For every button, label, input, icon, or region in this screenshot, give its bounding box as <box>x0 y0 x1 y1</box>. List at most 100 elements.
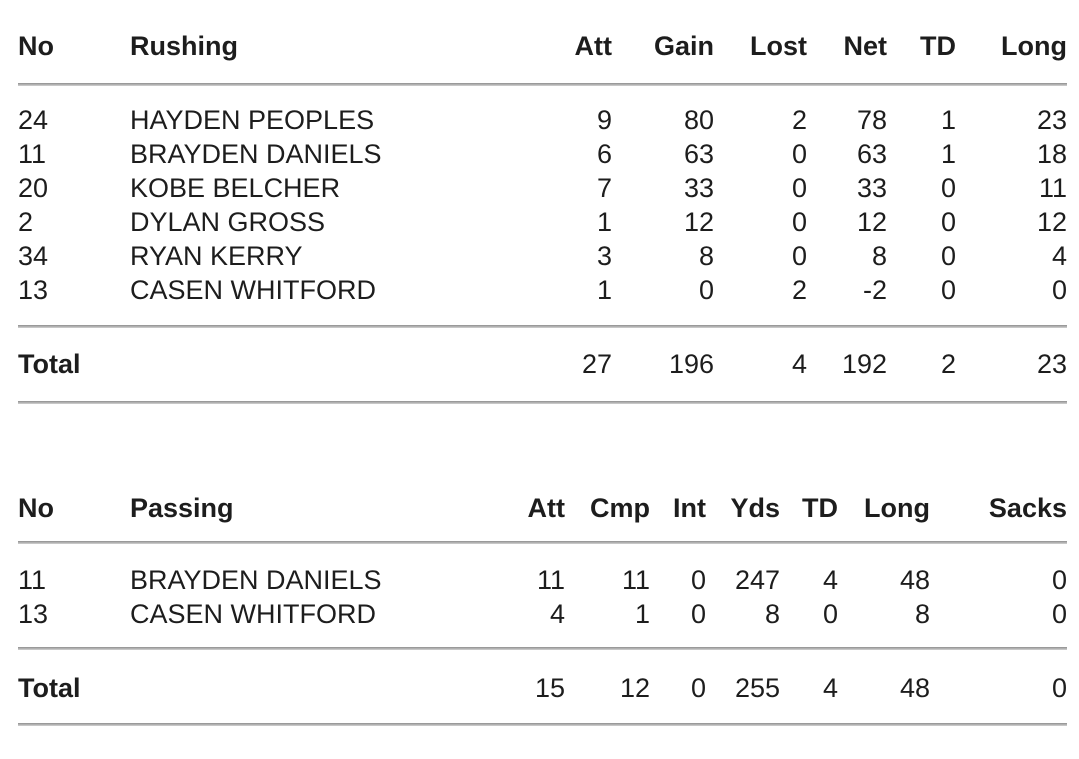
column-header-td: TD <box>920 31 956 61</box>
stat-td: 0 <box>940 173 956 203</box>
stat-net: -2 <box>862 275 887 305</box>
rushing-header-row: No Rushing Att Gain Lost Net TD Long <box>18 29 1067 63</box>
column-header-att: Att <box>574 31 612 61</box>
column-header-cmp: Cmp <box>590 493 650 523</box>
column-header-passing: Passing <box>130 493 234 523</box>
stat-long: 0 <box>1051 275 1067 305</box>
table-row: 13 CASEN WHITFORD 4 1 0 8 0 8 0 <box>18 597 1067 631</box>
stat-td: 1 <box>940 105 956 135</box>
stat-int: 0 <box>690 599 706 629</box>
stat-att: 7 <box>596 173 612 203</box>
player-number: 24 <box>18 105 49 135</box>
rushing-table-body: 24 HAYDEN PEOPLES 9 80 2 78 1 23 11 BRAY… <box>18 103 1067 307</box>
stat-cmp: 11 <box>621 565 650 595</box>
player-number: 20 <box>18 173 49 203</box>
column-header-no: No <box>18 493 54 523</box>
divider <box>18 83 1067 86</box>
total-lost: 4 <box>791 349 807 379</box>
stat-att: 1 <box>596 275 612 305</box>
player-name: RYAN KERRY <box>130 241 303 271</box>
stat-td: 0 <box>940 275 956 305</box>
stat-td: 4 <box>822 565 838 595</box>
total-yds: 255 <box>734 673 780 703</box>
stat-att: 11 <box>536 565 565 595</box>
stat-gain: 0 <box>698 275 714 305</box>
table-row: 34 RYAN KERRY 3 8 0 8 0 4 <box>18 239 1067 273</box>
stat-lost: 2 <box>791 105 807 135</box>
stat-lost: 0 <box>791 139 807 169</box>
total-gain: 196 <box>668 349 714 379</box>
divider <box>18 541 1067 544</box>
stat-long: 23 <box>1036 105 1067 135</box>
column-header-int: Int <box>673 493 706 523</box>
total-label: Total <box>18 673 81 703</box>
total-cmp: 12 <box>619 673 650 703</box>
column-header-gain: Gain <box>653 31 714 61</box>
column-header-no: No <box>18 31 54 61</box>
stat-td: 0 <box>940 241 956 271</box>
passing-header-row: No Passing Att Cmp Int Yds TD Long Sacks <box>18 491 1067 525</box>
divider <box>18 647 1067 650</box>
player-name: CASEN WHITFORD <box>130 275 376 305</box>
stat-long: 12 <box>1036 207 1067 237</box>
total-long: 23 <box>1036 349 1067 379</box>
stat-yds: 8 <box>764 599 780 629</box>
total-net: 192 <box>841 349 887 379</box>
stat-long: 8 <box>914 599 930 629</box>
stat-yds: 247 <box>734 565 780 595</box>
column-header-long: Long <box>864 493 930 523</box>
passing-table: No Passing Att Cmp Int Yds TD Long Sacks… <box>18 491 1067 726</box>
rushing-total-row: Total 27 196 4 192 2 23 <box>18 347 1067 381</box>
table-row: 11 BRAYDEN DANIELS 11 11 0 247 4 48 0 <box>18 563 1067 597</box>
stat-lost: 0 <box>791 241 807 271</box>
total-td: 2 <box>940 349 956 379</box>
stats-page: No Rushing Att Gain Lost Net TD Long 24 … <box>0 29 1079 726</box>
player-name: KOBE BELCHER <box>130 173 341 203</box>
total-sacks: 0 <box>1051 673 1067 703</box>
column-header-rushing: Rushing <box>130 31 238 61</box>
table-row: 11 BRAYDEN DANIELS 6 63 0 63 1 18 <box>18 137 1067 171</box>
column-header-net: Net <box>843 31 887 61</box>
player-name: BRAYDEN DANIELS <box>130 139 382 169</box>
column-header-att: Att <box>527 493 565 523</box>
stat-att: 6 <box>596 139 612 169</box>
column-header-sacks: Sacks <box>988 493 1067 523</box>
stat-net: 8 <box>871 241 887 271</box>
stat-att: 1 <box>596 207 612 237</box>
total-att: 27 <box>581 349 612 379</box>
stat-long: 11 <box>1038 173 1067 203</box>
column-header-long: Long <box>1001 31 1067 61</box>
total-td: 4 <box>822 673 838 703</box>
total-label: Total <box>18 349 81 379</box>
total-long: 48 <box>899 673 930 703</box>
column-header-yds: Yds <box>730 493 780 523</box>
stat-net: 12 <box>856 207 887 237</box>
stat-net: 33 <box>856 173 887 203</box>
stat-lost: 0 <box>791 207 807 237</box>
stat-att: 3 <box>596 241 612 271</box>
stat-sacks: 0 <box>1051 565 1067 595</box>
stat-gain: 63 <box>683 139 714 169</box>
rushing-table: No Rushing Att Gain Lost Net TD Long 24 … <box>18 29 1067 404</box>
stat-gain: 12 <box>683 207 714 237</box>
column-header-td: TD <box>802 493 838 523</box>
player-name: HAYDEN PEOPLES <box>130 105 375 135</box>
table-row: 24 HAYDEN PEOPLES 9 80 2 78 1 23 <box>18 103 1067 137</box>
stat-td: 0 <box>822 599 838 629</box>
table-row: 2 DYLAN GROSS 1 12 0 12 0 12 <box>18 205 1067 239</box>
stat-gain: 80 <box>683 105 714 135</box>
total-int: 0 <box>690 673 706 703</box>
total-att: 15 <box>534 673 565 703</box>
stat-net: 78 <box>856 105 887 135</box>
player-name: DYLAN GROSS <box>130 207 326 237</box>
player-number: 13 <box>18 275 49 305</box>
player-name: BRAYDEN DANIELS <box>130 565 382 595</box>
stat-int: 0 <box>690 565 706 595</box>
stat-lost: 0 <box>791 173 807 203</box>
player-number: 11 <box>18 565 47 595</box>
stat-att: 9 <box>596 105 612 135</box>
table-row: 13 CASEN WHITFORD 1 0 2 -2 0 0 <box>18 273 1067 307</box>
stat-long: 4 <box>1051 241 1067 271</box>
stat-gain: 8 <box>698 241 714 271</box>
passing-total-row: Total 15 12 0 255 4 48 0 <box>18 671 1067 705</box>
